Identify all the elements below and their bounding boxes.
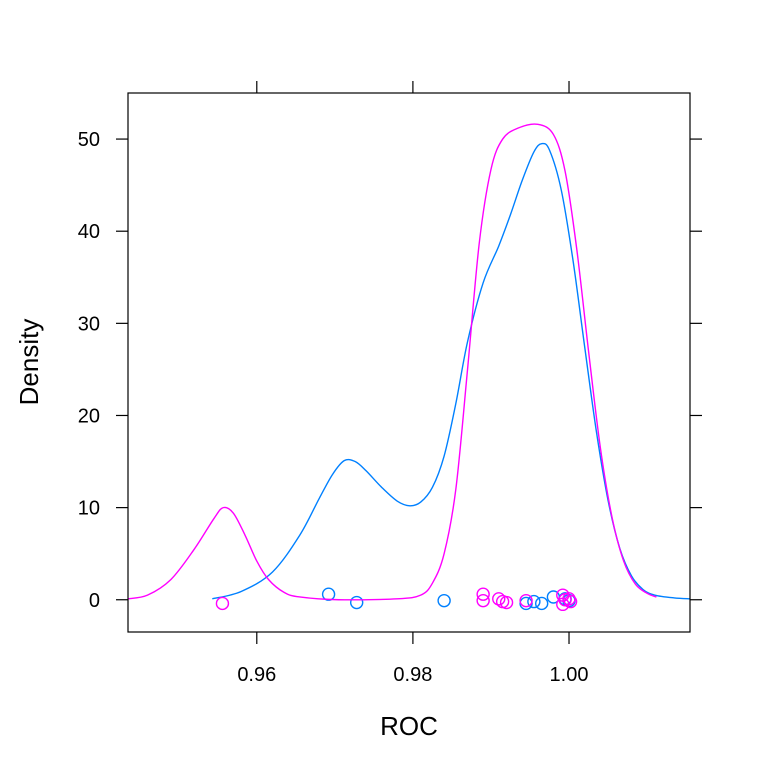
x-tick-label: 0.96 (237, 664, 276, 686)
data-point (350, 595, 364, 610)
y-tick-label: 0 (89, 590, 100, 612)
y-tick-label: 20 (78, 405, 100, 427)
data-point (562, 592, 576, 606)
data-point (492, 592, 506, 606)
density-line (212, 142, 691, 600)
y-tick-label: 50 (78, 129, 100, 151)
data-point (476, 587, 490, 601)
data-point (476, 593, 490, 608)
y-tick-label: 10 (78, 498, 100, 520)
series-layer (127, 123, 691, 612)
data-point (519, 593, 533, 608)
plot-frame (127, 92, 691, 633)
data-point (215, 596, 230, 611)
y-axis-label: Density (14, 319, 44, 406)
series-1 (212, 142, 691, 611)
data-point (519, 596, 533, 611)
x-axis-label: ROC (380, 711, 438, 741)
axis-ticks (116, 81, 702, 644)
series-2 (127, 123, 657, 612)
x-tick-label: 1.00 (550, 664, 589, 686)
data-point (437, 593, 451, 608)
data-point (534, 596, 549, 611)
density-line (127, 123, 657, 601)
data-point (527, 594, 541, 609)
data-point (563, 594, 578, 609)
data-point (321, 587, 336, 601)
data-point (499, 595, 514, 610)
y-tick-label: 30 (78, 313, 100, 335)
tick-labels: 0.96 0.98 1.00 0 10 20 30 40 50 (78, 129, 589, 686)
x-tick-label: 0.98 (393, 664, 432, 686)
y-tick-label: 40 (78, 221, 100, 243)
